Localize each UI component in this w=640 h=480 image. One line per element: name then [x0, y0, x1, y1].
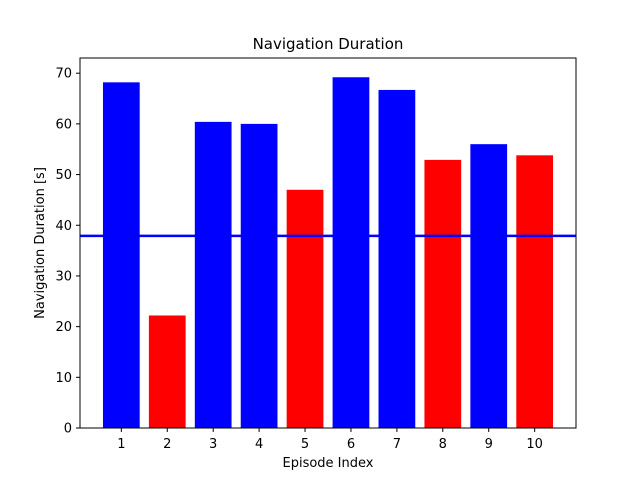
bar-episode-2 — [148, 315, 186, 428]
bar-episode-5 — [286, 189, 324, 428]
x-tick-label: 6 — [347, 437, 355, 452]
y-axis-label: Navigation Duration [s] — [33, 167, 48, 319]
bar-episode-6 — [332, 77, 370, 428]
y-tick-label: 70 — [55, 67, 72, 82]
y-tick-label: 20 — [55, 320, 72, 335]
x-tick-label: 7 — [393, 437, 401, 452]
x-tick-label: 1 — [117, 437, 125, 452]
bar-episode-1 — [102, 82, 140, 428]
y-tick-label: 40 — [55, 219, 72, 234]
y-tick-label: 30 — [55, 269, 72, 284]
x-tick-label: 5 — [301, 437, 309, 452]
y-ticks-group: 0 10 20 30 40 50 60 70 — [55, 67, 80, 437]
y-tick-label: 0 — [64, 422, 72, 437]
x-ticks-group: 1 2 3 4 5 6 7 8 9 10 — [117, 428, 543, 452]
plot-frame — [79, 57, 577, 429]
x-tick-label: 4 — [255, 437, 263, 452]
bar-episode-7 — [378, 89, 416, 428]
x-tick-label: 2 — [163, 437, 171, 452]
bar-episode-4 — [240, 123, 278, 428]
chart-title: Navigation Duration — [253, 35, 404, 53]
y-tick-label: 10 — [55, 371, 72, 386]
y-tick-label: 60 — [55, 117, 72, 132]
x-tick-label: 9 — [485, 437, 493, 452]
y-tick-label: 50 — [55, 168, 72, 183]
bar-episode-3 — [194, 121, 232, 429]
x-tick-label: 3 — [209, 437, 217, 452]
x-axis-label: Episode Index — [283, 456, 374, 471]
x-tick-label: 10 — [526, 437, 543, 452]
x-tick-label: 8 — [439, 437, 447, 452]
bar-episode-8 — [424, 159, 462, 428]
bar-episode-9 — [470, 144, 508, 429]
bars-group — [102, 77, 554, 429]
bar-episode-10 — [516, 155, 554, 428]
